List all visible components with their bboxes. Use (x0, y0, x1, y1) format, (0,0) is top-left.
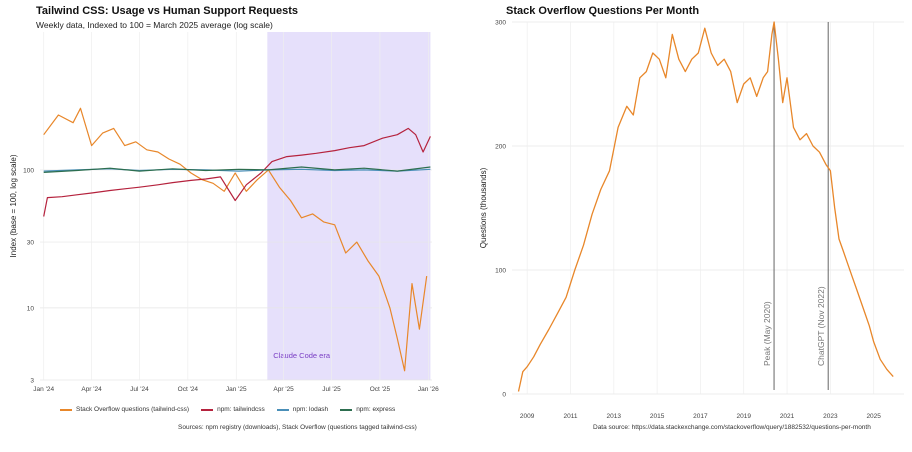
series-line-1 (43, 127, 431, 217)
legend-swatch (201, 408, 214, 411)
x-tick-label: 2009 (520, 413, 535, 420)
x-tick-label: 2023 (823, 413, 838, 420)
shaded-region (267, 32, 431, 380)
legend-label: npm: tailwindcss (217, 406, 265, 413)
series-line-0 (517, 21, 894, 392)
x-tick-label: Apr '25 (273, 386, 294, 393)
x-tick-label: Apr '24 (81, 386, 102, 393)
annotation-label-1: ChatGPT (Nov 2022) (816, 286, 826, 366)
x-tick-label: 2015 (650, 413, 665, 420)
legend-item: Stack Overflow questions (tailwind-css) (60, 406, 189, 413)
legend-swatch (60, 408, 72, 411)
x-tick-label: Oct '24 (178, 386, 199, 393)
x-tick-label: Jul '25 (322, 386, 341, 393)
legend-label: npm: lodash (292, 406, 329, 413)
right-chart-panel: Stack Overflow Questions Per Month 0 100 2… (456, 0, 912, 452)
x-tick-label: Jul '24 (130, 386, 149, 393)
x-tick-label: 2011 (563, 413, 577, 420)
y-tick-label: 30 (27, 240, 35, 247)
legend-item: npm: express (340, 406, 395, 413)
x-tick-label: 2025 (866, 413, 881, 420)
left-chart-panel: Tailwind CSS: Usage vs Human Support Req… (9, 5, 439, 431)
right-chart-canvas: 0 100 200 300 2009 2011 2013 2015 2017 2019 2021 20… (479, 20, 904, 420)
x-tick-label: Oct '25 (370, 386, 391, 393)
left-chart-title: Tailwind CSS: Usage vs Human Support Req… (36, 5, 299, 17)
legend-label: Stack Overflow questions (tailwind-css) (76, 406, 190, 413)
y-tick-label: 3 (30, 378, 34, 385)
right-chart-source: Data source: https://data.stackexchange.… (593, 424, 871, 431)
series-line-3 (43, 166, 431, 173)
legend-swatch (276, 408, 289, 411)
y-tick-label: 200 (495, 144, 506, 151)
legend-swatch (340, 408, 353, 411)
x-tick-label: 2021 (780, 413, 795, 420)
legend-item: npm: lodash (276, 406, 329, 413)
left-chart-subtitle: Weekly data, Indexed to 100 = March 2025… (36, 20, 273, 30)
shaded-region-label: Claude Code era (273, 351, 331, 360)
x-tick-label: 2017 (693, 413, 708, 420)
x-tick-label: Jan '26 (418, 386, 439, 393)
left-chart-legend: Stack Overflow questions (tailwind-css) n… (60, 406, 395, 413)
legend-label: npm: express (356, 406, 396, 413)
y-tick-label: 100 (495, 268, 506, 275)
y-tick-label: 0 (502, 392, 506, 399)
left-chart-canvas: Claude Code era 3 10 30 100 Jan '24 Apr '24 Jul… (9, 32, 439, 393)
x-tick-label: Jan '24 (33, 386, 54, 393)
y-tick-label: 100 (23, 167, 34, 174)
y-axis-title: Index (base = 100, log scale) (9, 154, 18, 257)
x-tick-label: Jan '25 (226, 386, 247, 393)
legend-item: npm: tailwindcss (201, 406, 265, 413)
right-chart-title: Stack Overflow Questions Per Month (506, 5, 700, 17)
annotation-label-0: Peak (May 2020) (762, 301, 772, 366)
x-tick-label: 2013 (607, 413, 622, 420)
y-tick-label: 10 (27, 305, 35, 312)
left-chart-source: Sources: npm registry (downloads), Stack… (178, 424, 417, 431)
y-tick-label: 300 (495, 20, 506, 27)
y-axis-title: Questions (thousands) (479, 167, 488, 248)
series-line-0 (43, 107, 428, 372)
x-tick-label: 2019 (737, 413, 752, 420)
